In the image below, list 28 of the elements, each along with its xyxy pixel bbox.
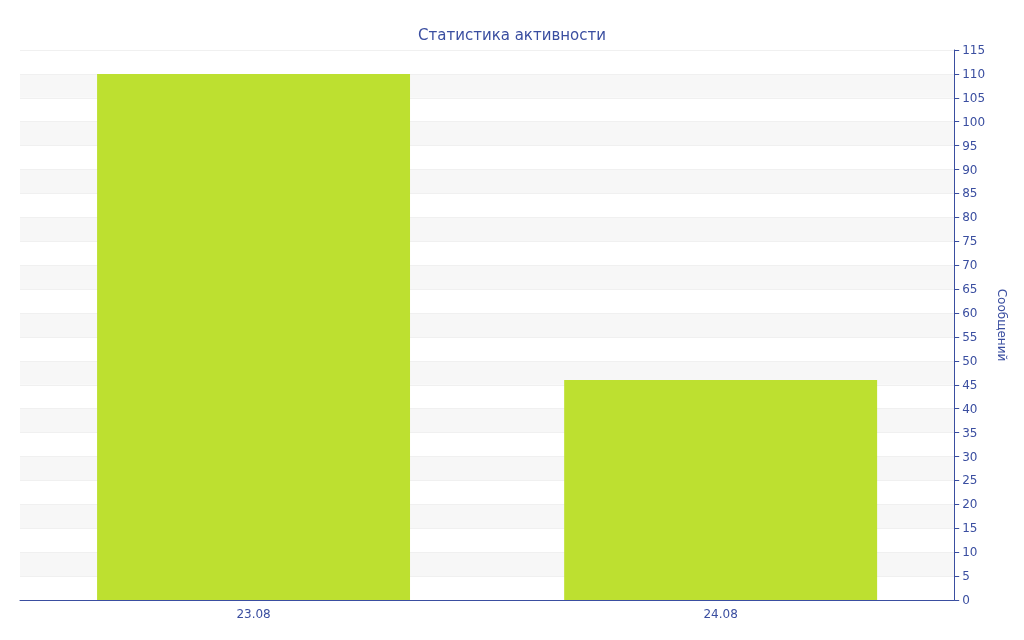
y-tick-label: 65: [962, 282, 978, 297]
y-tick-label: 35: [962, 425, 978, 440]
y-tick-label: 105: [962, 90, 986, 105]
y-tick-label: 5: [962, 569, 970, 584]
y-tick-label: 25: [962, 473, 978, 488]
y-tick-label: 75: [962, 234, 978, 249]
y-tick-label: 40: [962, 401, 978, 416]
x-tick-label: 23.08: [236, 607, 271, 621]
y-tick-label: 45: [962, 377, 978, 392]
y-tick-label: 0: [962, 593, 970, 607]
y-tick-label: 115: [962, 43, 986, 57]
y-tick-label: 60: [962, 306, 978, 321]
y-tick-label: 15: [962, 521, 978, 536]
y-tick-label: 50: [962, 353, 978, 368]
y-tick-label: 20: [962, 497, 978, 512]
y-tick-label: 80: [962, 210, 978, 225]
chart-title: Статистика активности: [418, 25, 606, 44]
y-tick-label: 70: [962, 258, 978, 273]
y-tick-label: 90: [962, 162, 978, 177]
y-tick-label: 100: [962, 114, 986, 129]
y-tick-label: 110: [962, 66, 986, 81]
y-tick-label: 85: [962, 186, 978, 201]
y-tick-label: 30: [962, 449, 978, 464]
y-tick-label: 55: [962, 329, 978, 344]
y-axis-title: Сообщений: [995, 288, 1009, 362]
x-tick-label: 24.08: [703, 607, 738, 621]
y-tick-label: 95: [962, 138, 978, 153]
y-tick-label: 10: [962, 545, 978, 560]
